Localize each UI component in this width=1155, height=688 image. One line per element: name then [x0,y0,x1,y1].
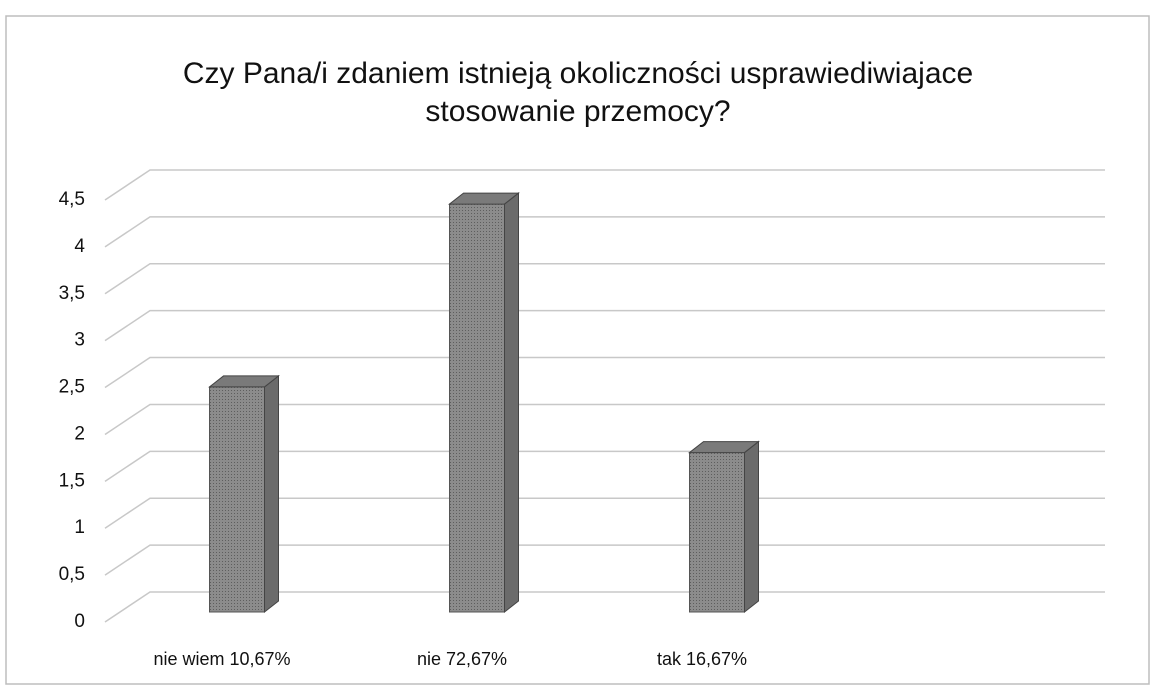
bar [689,452,745,613]
chart-frame [5,15,1150,685]
grid-line [104,356,1105,389]
grid-line [104,544,1105,576]
chart-title: stosowanie przemocy? [425,95,730,128]
y-tick-label: 2,5 [59,377,85,398]
y-tick-label: 3,5 [59,283,85,304]
grid-line [104,403,1105,436]
grid-line [104,450,1105,482]
bar-top [688,441,760,454]
y-tick-label: 4 [74,236,85,257]
bar-side [264,374,279,614]
bar-side [504,192,519,614]
x-tick-label: tak 16,67% [657,649,747,669]
x-tick-label: nie wiem 10,67% [153,649,290,669]
grid-line [104,263,1105,295]
x-tick-label: nie 72,67% [417,649,507,669]
y-tick-label: 1,5 [59,470,85,491]
y-tick-label: 1 [74,517,85,538]
bar-top [448,192,520,205]
grid-line [104,497,1105,529]
y-tick-label: 0,5 [59,564,85,585]
y-tick-label: 4,5 [59,189,85,210]
chart-title: Czy Pana/i zdaniem istnieją okoliczności… [183,57,973,90]
bar [449,203,505,613]
bar-top [208,375,280,388]
grid-line [104,169,1105,201]
grid-line [104,309,1105,342]
y-tick-label: 3 [74,330,85,351]
grid-line [104,591,1105,623]
y-tick-label: 0 [74,611,85,632]
grid-line [104,216,1105,248]
y-tick-label: 2 [74,423,85,444]
bar [209,386,265,613]
bar-side [744,440,759,614]
